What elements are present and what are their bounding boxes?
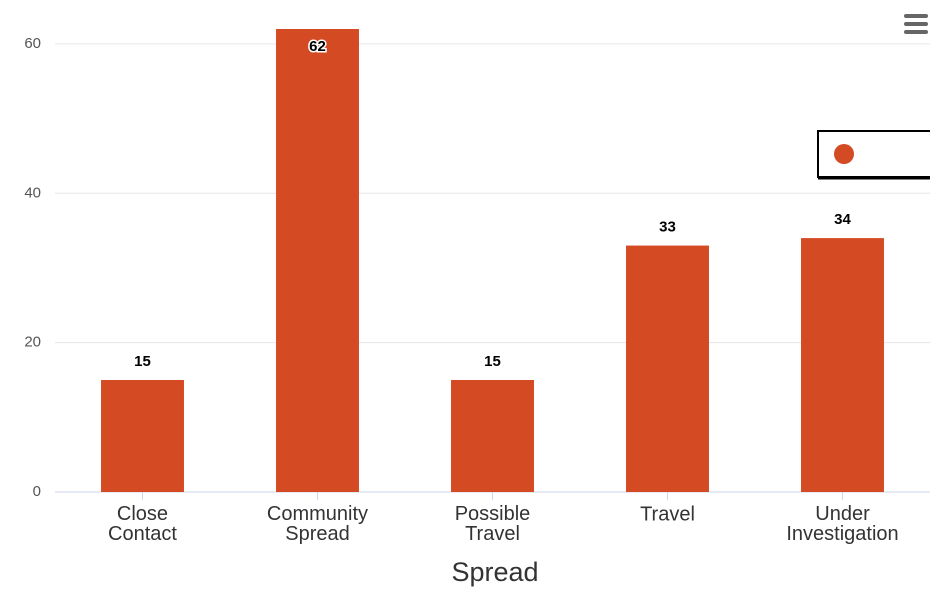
- x-tick-label: Under Investigation: [786, 503, 898, 545]
- bar: [451, 379, 534, 492]
- menu-bar: [904, 22, 928, 26]
- bar: [626, 245, 709, 492]
- y-tick-label: 0: [33, 483, 41, 500]
- x-tick-label: Close Contact: [108, 503, 177, 545]
- data-label: 15: [484, 353, 501, 370]
- bar: [276, 29, 359, 492]
- y-tick-label: 60: [24, 35, 41, 52]
- data-label: 34: [834, 211, 851, 228]
- menu-button[interactable]: [904, 14, 928, 34]
- y-tick-label: 20: [24, 334, 41, 351]
- data-label: 62: [309, 38, 326, 55]
- data-label: 33: [659, 219, 676, 236]
- menu-bar: [904, 14, 928, 18]
- legend-marker: [834, 144, 854, 164]
- bar: [101, 379, 184, 492]
- legend: [817, 130, 930, 180]
- bar: [801, 238, 884, 492]
- menu-bar: [904, 30, 928, 34]
- data-label: 15: [134, 353, 151, 370]
- x-tick-label: Travel: [640, 503, 695, 525]
- x-tick-label: Possible Travel: [455, 503, 531, 545]
- x-axis-title: Spread: [451, 557, 538, 587]
- y-tick-label: 40: [24, 184, 41, 201]
- x-tick-label: Community Spread: [267, 503, 368, 545]
